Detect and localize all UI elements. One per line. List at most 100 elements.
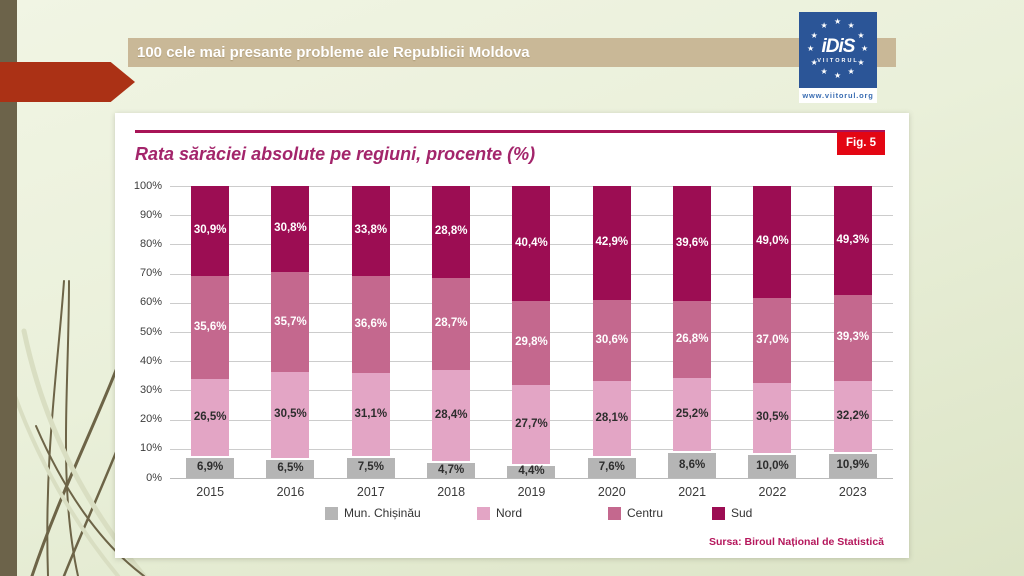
bar-segment-mun-chi-in-u: 6,5% bbox=[266, 459, 315, 478]
bar-segment-sud: 40,4% bbox=[512, 186, 551, 301]
y-tick-label: 40% bbox=[139, 354, 162, 367]
star-icon: ★ bbox=[834, 17, 842, 26]
bar-segment-sud: 42,9% bbox=[592, 186, 631, 300]
legend-item: Sud bbox=[712, 506, 752, 520]
star-icon: ★ bbox=[847, 67, 855, 77]
bar-segment-sud: 49,0% bbox=[753, 186, 792, 299]
bar-segment-mun-chi-in-u: 4,4% bbox=[507, 466, 556, 479]
star-icon: ★ bbox=[807, 44, 815, 53]
y-tick-label: 50% bbox=[139, 325, 162, 338]
bar-segment-sud: 30,9% bbox=[191, 186, 230, 276]
x-axis-label: 2023 bbox=[838, 485, 867, 499]
bar-value-label: 30,9% bbox=[193, 224, 227, 237]
bar-stack: 49,3% 39,3% 32,2% 10,9% bbox=[828, 186, 877, 478]
bar-segment-mun-chi-in-u: 10,9% bbox=[828, 454, 877, 478]
bar-value-label: 30,5% bbox=[756, 411, 789, 424]
bar-slot: 42,9% 30,6% 28,1% 7,6% bbox=[572, 186, 652, 478]
bar-value-label: 35,6% bbox=[193, 320, 227, 333]
bar-value-label: 25,2% bbox=[675, 407, 709, 420]
source-note: Sursa: Biroul Național de Statistică bbox=[708, 536, 884, 548]
y-tick-label: 80% bbox=[139, 237, 162, 250]
bar-segment-centru: 35,7% bbox=[271, 272, 310, 373]
bar-value-label: 37,0% bbox=[756, 333, 789, 346]
idis-logo-emblem: ★ ★ ★ ★ ★ ★ ★ ★ ★ ★ ★ ★ iDiS VIITORUL bbox=[799, 12, 877, 88]
bars: 30,9% 35,6% 26,5% 6,9% 30,8% 35,7% 30,5% 6,5% 33… bbox=[170, 186, 893, 479]
gridline bbox=[170, 478, 893, 479]
bar-segment-mun-chi-in-u: 8,6% bbox=[668, 453, 717, 478]
bar-value-label: 30,6% bbox=[595, 333, 629, 346]
idis-logo: ★ ★ ★ ★ ★ ★ ★ ★ ★ ★ ★ ★ iDiS VIITORUL www.viitorul.… bbox=[799, 12, 877, 103]
legend-swatch bbox=[712, 506, 725, 520]
bar-value-label: 8,6% bbox=[679, 458, 706, 471]
bar-segment-centru: 35,6% bbox=[191, 275, 230, 380]
bar-value-label: 32,2% bbox=[836, 409, 870, 422]
bar-value-label: 39,3% bbox=[836, 331, 870, 344]
bar-value-label: 49,0% bbox=[756, 235, 789, 248]
bar-value-label: 10,9% bbox=[836, 459, 870, 472]
bar-stack: 30,9% 35,6% 26,5% 6,9% bbox=[186, 186, 235, 478]
header-title: 100 cele mai presante probleme ale Repub… bbox=[137, 44, 530, 61]
bar-value-label: 49,3% bbox=[836, 233, 870, 246]
legend-swatch bbox=[477, 506, 490, 520]
figure-card: Fig. 5 Rata sărăciei absolute pe regiuni… bbox=[115, 113, 909, 558]
bar-slot: 30,9% 35,6% 26,5% 6,9% bbox=[170, 186, 250, 478]
bar-value-label: 30,8% bbox=[274, 222, 307, 235]
logo-url: www.viitorul.org bbox=[799, 88, 877, 103]
bar-value-label: 6,9% bbox=[197, 461, 224, 474]
x-axis-label: 2017 bbox=[356, 485, 385, 499]
star-icon: ★ bbox=[847, 20, 855, 30]
star-icon: ★ bbox=[810, 30, 818, 40]
bar-value-label: 36,6% bbox=[354, 317, 388, 330]
bar-value-label: 33,8% bbox=[354, 224, 388, 237]
bar-segment-mun-chi-in-u: 7,5% bbox=[346, 458, 395, 478]
figure-badge: Fig. 5 bbox=[837, 132, 885, 155]
bar-segment-centru: 26,8% bbox=[673, 300, 712, 379]
bar-slot: 49,3% 39,3% 32,2% 10,9% bbox=[813, 186, 893, 478]
header-bar: 100 cele mai presante probleme ale Repub… bbox=[128, 38, 896, 67]
bar-segment-mun-chi-in-u: 6,9% bbox=[186, 457, 235, 478]
bar-segment-sud: 49,3% bbox=[833, 186, 872, 295]
bar-value-label: 27,7% bbox=[515, 417, 548, 430]
bar-segment-nord: 32,2% bbox=[833, 381, 872, 452]
bar-value-label: 28,8% bbox=[434, 225, 468, 238]
bar-segment-mun-chi-in-u: 10,0% bbox=[748, 455, 797, 478]
bar-stack: 28,8% 28,7% 28,4% 4,7% bbox=[427, 186, 476, 478]
y-tick-label: 70% bbox=[139, 267, 162, 280]
y-tick-label: 0% bbox=[146, 471, 162, 484]
bar-value-label: 10,0% bbox=[756, 459, 789, 472]
bar-segment-centru: 28,7% bbox=[432, 278, 471, 371]
bar-stack: 33,8% 36,6% 31,1% 7,5% bbox=[346, 186, 395, 478]
bar-segment-nord: 30,5% bbox=[753, 383, 792, 454]
x-axis-label: 2018 bbox=[437, 485, 466, 499]
bar-segment-sud: 30,8% bbox=[271, 186, 310, 273]
bar-value-label: 42,9% bbox=[595, 236, 629, 249]
legend-label: Sud bbox=[731, 506, 753, 520]
x-axis-label: 2015 bbox=[196, 485, 225, 499]
bar-segment-nord: 26,5% bbox=[191, 379, 230, 456]
plot-area: 100% 90% 80% 70% 60% 50% 40% 30% 20% 10% 0% 30,9% 3… bbox=[134, 180, 893, 484]
bar-value-label: 26,8% bbox=[675, 332, 709, 345]
x-axis-label: 2016 bbox=[276, 485, 305, 499]
bar-value-label: 39,6% bbox=[675, 236, 709, 249]
bar-segment-sud: 33,8% bbox=[351, 186, 390, 276]
bar-segment-nord: 30,5% bbox=[271, 372, 310, 458]
bar-segment-nord: 28,4% bbox=[432, 370, 471, 461]
bar-value-label: 30,5% bbox=[274, 408, 307, 421]
bar-stack: 49,0% 37,0% 30,5% 10,0% bbox=[748, 186, 797, 478]
bar-value-label: 7,5% bbox=[357, 461, 384, 474]
legend-label: Centru bbox=[627, 506, 664, 520]
y-tick-label: 90% bbox=[139, 208, 162, 221]
bar-value-label: 28,1% bbox=[595, 411, 629, 424]
bar-segment-centru: 37,0% bbox=[753, 298, 792, 384]
bar-value-label: 4,7% bbox=[438, 463, 465, 476]
bar-stack: 40,4% 29,8% 27,7% 4,4% bbox=[507, 186, 556, 479]
star-icon: ★ bbox=[820, 67, 828, 77]
legend-swatch bbox=[608, 506, 621, 520]
x-axis-labels: 2015 2016 2017 2018 2019 2020 2021 2022 2023 bbox=[170, 485, 893, 499]
bar-slot: 40,4% 29,8% 27,7% 4,4% bbox=[491, 186, 571, 479]
bar-value-label: 26,5% bbox=[193, 410, 227, 423]
bar-segment-mun-chi-in-u: 4,7% bbox=[427, 462, 476, 478]
legend-item: Nord bbox=[477, 506, 522, 520]
bar-value-label: 29,8% bbox=[515, 336, 548, 349]
y-tick-label: 20% bbox=[139, 413, 162, 426]
